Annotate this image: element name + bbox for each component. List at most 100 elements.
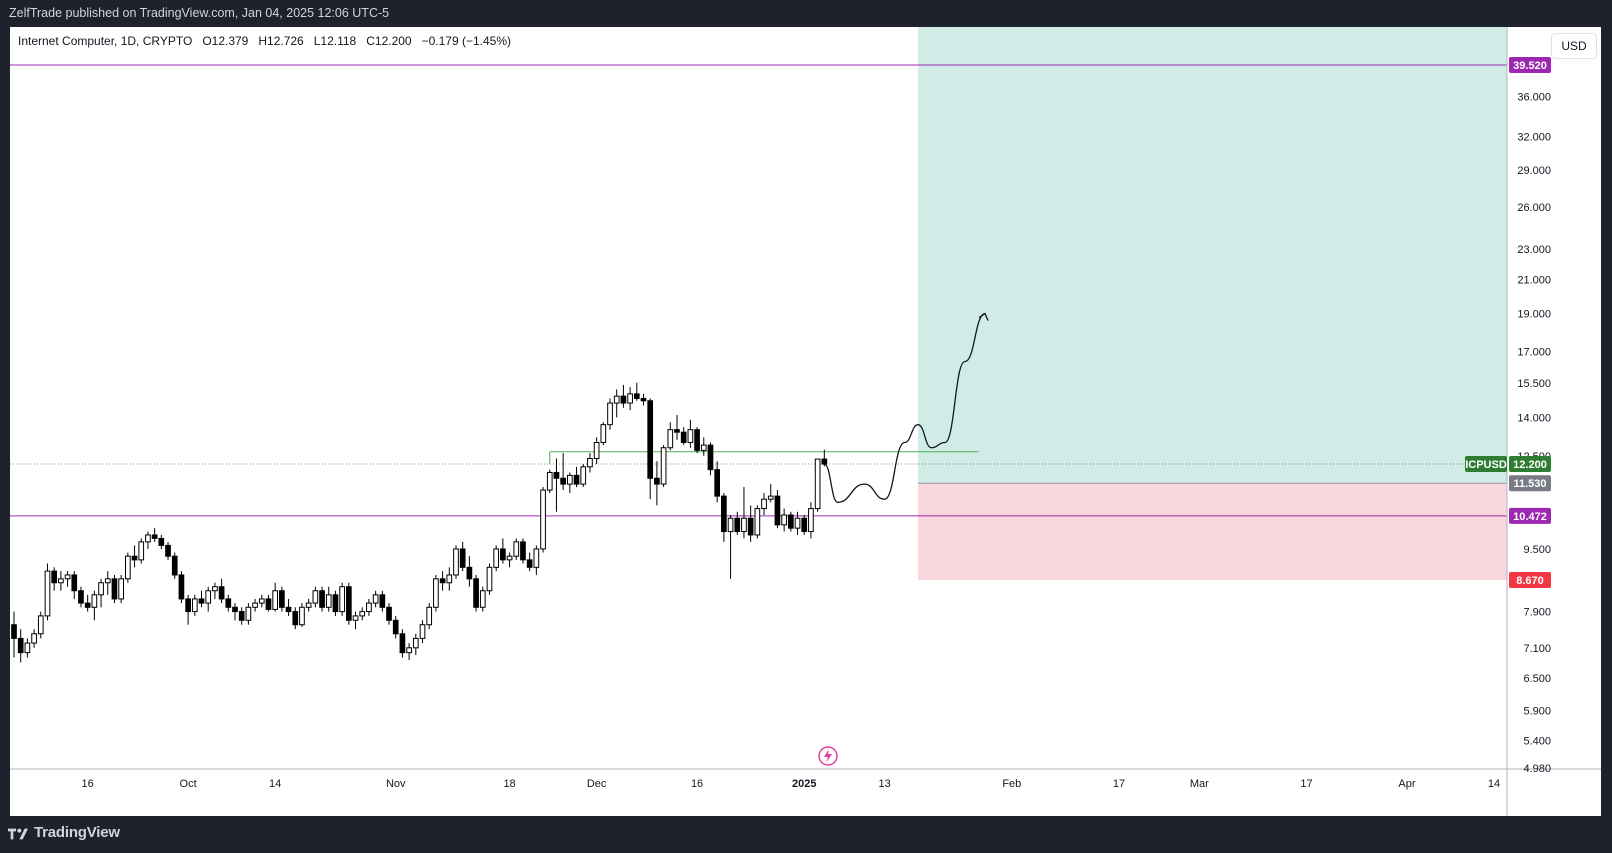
- candle-down[interactable]: [654, 477, 660, 485]
- candle-down[interactable]: [520, 541, 526, 561]
- candle-down[interactable]: [573, 474, 580, 485]
- candle-down[interactable]: [821, 458, 828, 465]
- candle-up[interactable]: [91, 594, 98, 608]
- candle-up[interactable]: [426, 606, 433, 626]
- symbol-tag[interactable]: ICPUSD: [1465, 459, 1507, 471]
- candle-down[interactable]: [466, 566, 473, 580]
- candle-down[interactable]: [459, 548, 466, 568]
- candle-up[interactable]: [761, 498, 767, 510]
- candle-up[interactable]: [741, 517, 747, 533]
- candle-down[interactable]: [399, 633, 406, 654]
- candle-down[interactable]: [319, 590, 325, 608]
- candle-down[interactable]: [78, 590, 84, 604]
- candle-up[interactable]: [446, 574, 453, 584]
- candle-down[interactable]: [647, 400, 654, 479]
- candle-down[interactable]: [232, 606, 238, 613]
- candle-down[interactable]: [439, 578, 446, 584]
- stop-zone[interactable]: [918, 483, 1507, 580]
- candle-up[interactable]: [24, 642, 31, 654]
- candle-up[interactable]: [593, 441, 600, 460]
- candle-down[interactable]: [84, 602, 91, 608]
- candle-up[interactable]: [580, 466, 587, 485]
- candle-down[interactable]: [71, 574, 78, 592]
- candle-up[interactable]: [352, 615, 359, 621]
- candle-up[interactable]: [754, 508, 761, 536]
- candle-down[interactable]: [292, 611, 299, 626]
- candle-up[interactable]: [479, 590, 486, 608]
- projection-path[interactable]: [823, 312, 986, 503]
- candle-up[interactable]: [540, 489, 546, 550]
- candle-down[interactable]: [131, 555, 138, 561]
- candle-up[interactable]: [814, 458, 821, 510]
- candle-down[interactable]: [165, 544, 171, 557]
- candle-down[interactable]: [674, 429, 680, 433]
- candle-down[interactable]: [680, 431, 687, 443]
- candle-up[interactable]: [31, 633, 37, 644]
- candle-up[interactable]: [781, 514, 787, 526]
- candle-down[interactable]: [787, 514, 794, 529]
- candle-up[interactable]: [727, 517, 734, 533]
- replay-bolt-icon[interactable]: [818, 746, 838, 766]
- candle-up[interactable]: [506, 555, 513, 561]
- candle-down[interactable]: [801, 517, 808, 533]
- candle-up[interactable]: [607, 402, 613, 426]
- candle-down[interactable]: [747, 517, 754, 536]
- candle-up[interactable]: [104, 578, 111, 584]
- candle-up[interactable]: [613, 395, 620, 404]
- candle-up[interactable]: [258, 598, 265, 604]
- candle-up[interactable]: [58, 578, 64, 584]
- candle-up[interactable]: [339, 586, 345, 613]
- candle-down[interactable]: [265, 598, 272, 610]
- candle-down[interactable]: [392, 619, 399, 635]
- currency-button[interactable]: USD: [1551, 33, 1597, 59]
- candle-up[interactable]: [44, 570, 51, 617]
- candle-down[interactable]: [707, 444, 714, 471]
- candle-up[interactable]: [64, 574, 71, 580]
- candle-down[interactable]: [225, 598, 232, 608]
- chart-pane[interactable]: 4.9805.4005.9006.5007.1007.9008.7009.500…: [10, 27, 1601, 816]
- candle-down[interactable]: [553, 471, 560, 479]
- candle-up[interactable]: [486, 566, 493, 592]
- candle-down[interactable]: [714, 469, 721, 497]
- candle-down[interactable]: [386, 606, 392, 621]
- candle-up[interactable]: [700, 444, 707, 451]
- candle-down[interactable]: [178, 574, 185, 600]
- candle-down[interactable]: [774, 495, 781, 526]
- candle-up[interactable]: [433, 578, 439, 608]
- candle-up[interactable]: [566, 474, 573, 485]
- candle-up[interactable]: [299, 606, 305, 626]
- candle-down[interactable]: [238, 611, 245, 621]
- candle-up[interactable]: [493, 548, 500, 568]
- candle-up[interactable]: [419, 624, 426, 639]
- candle-down[interactable]: [379, 594, 386, 608]
- candle-up[interactable]: [98, 582, 104, 596]
- candle-up[interactable]: [453, 548, 459, 576]
- candle-up[interactable]: [205, 590, 212, 604]
- candle-down[interactable]: [11, 624, 17, 639]
- candle-down[interactable]: [526, 559, 533, 568]
- candle-up[interactable]: [252, 602, 258, 608]
- candle-down[interactable]: [620, 395, 627, 404]
- candle-up[interactable]: [125, 555, 131, 580]
- candle-up[interactable]: [305, 602, 312, 608]
- candle-down[interactable]: [721, 495, 727, 533]
- candle-up[interactable]: [794, 517, 801, 529]
- candle-down[interactable]: [151, 534, 158, 539]
- candle-up[interactable]: [406, 647, 412, 654]
- legend-symbol[interactable]: Internet Computer, 1D, CRYPTO: [18, 34, 193, 48]
- candle-down[interactable]: [171, 555, 178, 576]
- candle-up[interactable]: [191, 598, 198, 613]
- candle-down[interactable]: [17, 637, 24, 654]
- candle-down[interactable]: [694, 429, 700, 451]
- candle-down[interactable]: [185, 598, 191, 613]
- candle-up[interactable]: [359, 611, 366, 617]
- candle-up[interactable]: [145, 534, 151, 543]
- candle-up[interactable]: [513, 541, 520, 557]
- target-zone[interactable]: [918, 27, 1507, 484]
- candle-up[interactable]: [546, 471, 553, 491]
- candle-down[interactable]: [198, 598, 205, 604]
- candle-up[interactable]: [325, 594, 332, 608]
- candle-up[interactable]: [412, 637, 419, 649]
- candle-down[interactable]: [734, 517, 741, 533]
- candle-up[interactable]: [37, 615, 44, 635]
